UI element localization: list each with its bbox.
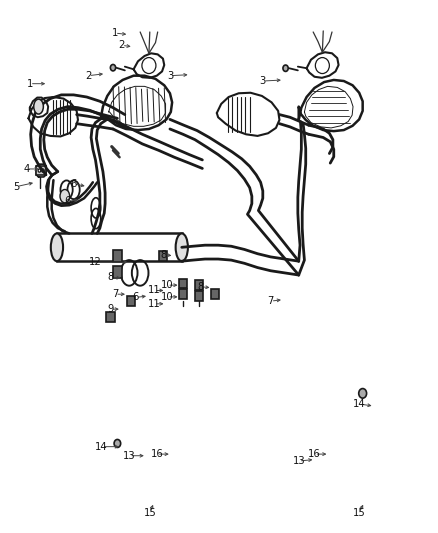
Text: 6: 6 xyxy=(71,179,77,189)
Text: 11: 11 xyxy=(148,299,161,309)
Text: 15: 15 xyxy=(353,508,366,518)
Ellipse shape xyxy=(34,99,43,114)
Text: 11: 11 xyxy=(148,286,161,295)
Text: 8: 8 xyxy=(108,272,114,282)
Bar xyxy=(195,291,203,301)
Text: 7: 7 xyxy=(268,296,274,306)
Bar xyxy=(36,166,46,175)
Text: 16: 16 xyxy=(150,449,163,459)
Text: 10: 10 xyxy=(161,292,173,302)
Bar xyxy=(179,289,187,299)
Ellipse shape xyxy=(38,169,41,172)
Ellipse shape xyxy=(359,389,367,398)
Bar xyxy=(179,279,187,288)
Ellipse shape xyxy=(60,189,70,203)
Ellipse shape xyxy=(42,169,44,172)
Text: 7: 7 xyxy=(112,289,118,299)
Bar xyxy=(127,296,135,306)
Text: 16: 16 xyxy=(308,449,321,459)
Ellipse shape xyxy=(114,439,120,448)
Text: 12: 12 xyxy=(89,257,102,267)
Bar xyxy=(57,233,182,261)
Text: 3: 3 xyxy=(167,71,173,80)
Text: 14: 14 xyxy=(95,442,108,451)
Ellipse shape xyxy=(110,64,116,71)
Text: 15: 15 xyxy=(143,508,156,518)
Text: 10: 10 xyxy=(161,280,173,290)
Text: 2: 2 xyxy=(119,41,125,50)
Bar xyxy=(106,312,115,322)
Bar xyxy=(211,289,219,299)
Ellipse shape xyxy=(283,65,288,71)
Text: 9: 9 xyxy=(107,304,113,314)
Text: 1: 1 xyxy=(27,79,33,88)
Text: 6: 6 xyxy=(133,293,139,302)
Text: 5: 5 xyxy=(14,182,20,191)
Text: 6: 6 xyxy=(65,197,71,206)
Bar xyxy=(195,280,203,290)
Text: 8: 8 xyxy=(198,282,204,292)
Text: 1: 1 xyxy=(112,28,118,38)
Ellipse shape xyxy=(51,233,63,261)
Text: 3: 3 xyxy=(260,76,266,86)
Text: 14: 14 xyxy=(353,399,365,409)
Text: 13: 13 xyxy=(123,451,135,461)
Bar xyxy=(113,250,122,262)
Text: 2: 2 xyxy=(85,71,92,80)
Text: 4: 4 xyxy=(23,164,29,174)
Text: 8: 8 xyxy=(160,250,166,260)
Bar xyxy=(113,266,122,278)
Ellipse shape xyxy=(176,233,188,261)
Text: 13: 13 xyxy=(293,456,305,466)
Bar xyxy=(159,251,167,261)
